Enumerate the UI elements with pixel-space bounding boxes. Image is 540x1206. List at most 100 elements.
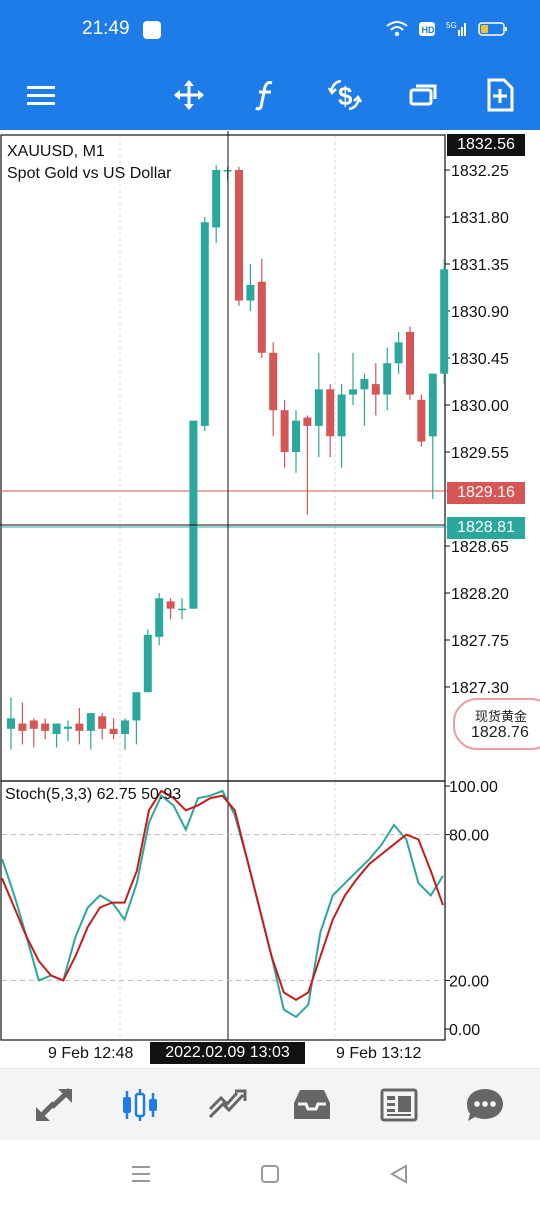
current-price-label: 1832.56 <box>447 134 525 156</box>
symbol-description: Spot Gold vs US Dollar <box>7 165 172 182</box>
back-button[interactable] <box>385 1160 413 1188</box>
price-axis-label: 1828.65 <box>451 539 509 556</box>
candle-body <box>166 601 175 609</box>
price-axis-label: 1832.25 <box>451 163 509 180</box>
price-axis-label: 1831.80 <box>451 210 509 227</box>
chart-toolbar: $ <box>0 62 540 130</box>
nav-news[interactable] <box>377 1083 421 1127</box>
trade-trend-icon <box>208 1089 247 1119</box>
nav-inbox[interactable] <box>290 1083 334 1127</box>
stoch-axis-label: 0.00 <box>449 1022 480 1039</box>
stoch-main-line <box>1 789 444 1001</box>
recent-apps-button[interactable] <box>127 1160 155 1188</box>
indicators-button[interactable] <box>242 72 288 118</box>
candle-body <box>349 389 357 395</box>
quotes-arrows-icon <box>36 1088 72 1121</box>
stoch-axis-label: 100.00 <box>449 779 498 796</box>
candle-body <box>314 389 323 426</box>
windows-icon <box>409 84 437 106</box>
chart-area[interactable]: 1832.25 1831.80 1831.35 1830.90 1830.45 1830.… <box>0 131 540 1068</box>
candle-body <box>394 342 403 364</box>
bottom-navigation <box>0 1068 540 1141</box>
system-navigation-bar <box>0 1140 540 1206</box>
svg-text:HD: HD <box>422 25 435 35</box>
price-axis-label: 1828.20 <box>451 586 509 603</box>
bid-line-label: 1829.16 <box>447 482 525 504</box>
candle-body <box>246 284 255 301</box>
news-icon <box>380 1088 418 1122</box>
symbol-line: XAUUSD, M1 <box>7 143 105 160</box>
price-axis-label: 1830.45 <box>451 351 509 368</box>
time-label-left: 9 Feb 12:48 <box>48 1045 134 1062</box>
candle-body <box>52 723 61 734</box>
main-panel-frame <box>0 134 446 782</box>
crosshair-date-label: 2022.02.09 13:03 <box>150 1042 305 1064</box>
inbox-icon <box>294 1090 330 1119</box>
candle-body <box>121 720 129 734</box>
price-axis-label: 1827.30 <box>451 680 509 697</box>
price-axis-label: 1827.75 <box>451 633 509 650</box>
stoch-axis-label: 80.00 <box>449 828 489 845</box>
symbol-popup[interactable]: 现货黄金 1828.76 <box>453 698 540 750</box>
trade-button[interactable]: $ <box>322 72 368 118</box>
candle-body <box>371 384 380 395</box>
stoch-signal-line <box>1 789 444 1019</box>
svg-text:$: $ <box>338 81 353 111</box>
candle-body <box>292 420 300 452</box>
notification-app-icon <box>143 21 161 39</box>
nav-chat[interactable] <box>463 1083 507 1127</box>
candle-body <box>417 399 426 442</box>
chart-candles-icon <box>123 1089 157 1121</box>
candle-body <box>109 728 118 734</box>
stochastic-label: Stoch(5,3,3) 62.75 50.93 <box>5 786 182 803</box>
status-icons: HD 5G <box>386 20 508 38</box>
candle-body <box>303 417 312 426</box>
price-axis-label: 1829.55 <box>451 445 509 462</box>
candle-body <box>75 723 84 731</box>
home-button[interactable] <box>256 1160 284 1188</box>
candle-body <box>7 718 15 729</box>
candle-body <box>326 389 335 437</box>
candle-body <box>29 720 38 729</box>
candle-body <box>132 692 141 721</box>
status-bar: 21:49 HD 5G <box>0 0 540 62</box>
candle-body <box>98 716 107 729</box>
candle-body <box>143 634 152 693</box>
candle-body <box>64 726 72 729</box>
candle-body <box>269 352 278 411</box>
crosshair-move-icon <box>174 80 204 110</box>
menu-icon <box>27 86 55 105</box>
menu-button[interactable] <box>18 72 64 118</box>
candle-body <box>155 598 164 637</box>
stoch-panel-frame <box>0 780 446 1041</box>
crosshair-button[interactable] <box>166 72 212 118</box>
nav-chart[interactable] <box>118 1083 162 1127</box>
candle-body <box>86 713 95 731</box>
recent-apps-icon <box>132 1166 150 1182</box>
nav-trade[interactable] <box>205 1083 249 1127</box>
windows-button[interactable] <box>400 72 446 118</box>
popup-price: 1828.76 <box>471 724 529 741</box>
chat-icon <box>467 1089 503 1121</box>
candle-body <box>383 363 392 395</box>
new-order-button[interactable] <box>477 72 523 118</box>
wifi-icon <box>386 21 408 37</box>
candle-body <box>337 394 346 437</box>
candle-body <box>428 373 437 437</box>
indicator-f-icon <box>255 81 273 111</box>
candlestick-chart[interactable]: 1832.25 1831.80 1831.35 1830.90 1830.45 1830.… <box>0 131 540 1068</box>
popup-title: 现货黄金 <box>475 709 528 724</box>
price-axis-label: 1831.35 <box>451 257 509 274</box>
candle-body <box>257 281 266 353</box>
price-axis-label: 1830.90 <box>451 304 509 321</box>
candle-body <box>18 723 27 731</box>
candle-body <box>178 608 186 611</box>
candle-body <box>189 420 198 609</box>
nav-quotes[interactable] <box>32 1083 76 1127</box>
candle-body <box>360 378 369 390</box>
battery-icon <box>478 22 507 36</box>
candle-body <box>41 723 50 731</box>
candle-body <box>235 170 243 301</box>
time-label-right: 9 Feb 13:12 <box>336 1045 422 1062</box>
svg-text:5G: 5G <box>446 21 457 30</box>
